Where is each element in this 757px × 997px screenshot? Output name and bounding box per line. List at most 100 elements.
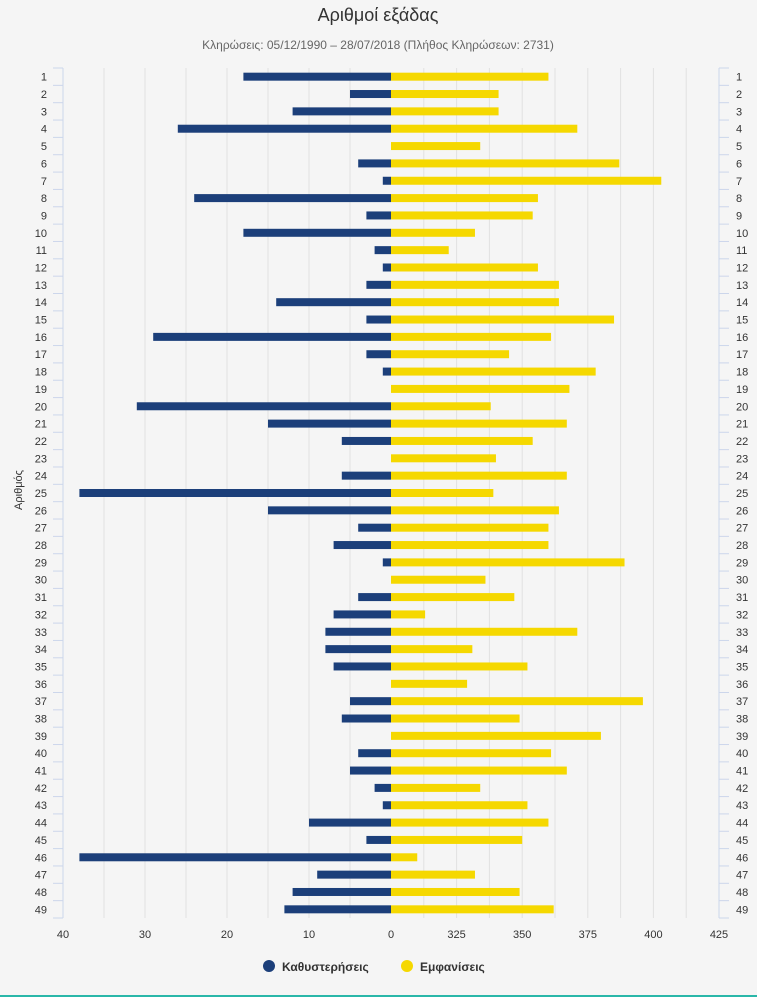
delay-bar[interactable] [79, 853, 392, 862]
delay-bar[interactable] [268, 419, 391, 428]
appearance-bar[interactable] [391, 298, 559, 307]
legend[interactable]: Καθυστερήσεις Εμφανίσεις [263, 960, 485, 974]
appearance-bar[interactable] [391, 280, 559, 289]
appearance-bar[interactable] [391, 454, 496, 463]
delay-bar[interactable] [136, 402, 391, 411]
appearance-bar[interactable] [391, 801, 528, 810]
appearance-bar[interactable] [391, 714, 520, 723]
delay-bar[interactable] [333, 541, 391, 550]
appearance-bar[interactable] [391, 783, 481, 792]
appearance-bar[interactable] [391, 419, 567, 428]
delay-bar[interactable] [382, 558, 391, 567]
delay-bar[interactable] [366, 280, 391, 289]
appearance-bar[interactable] [391, 627, 578, 636]
appearance-bar[interactable] [391, 72, 549, 81]
delay-bar[interactable] [358, 593, 391, 602]
delay-bar[interactable] [292, 887, 391, 896]
appearance-bar[interactable] [391, 662, 528, 671]
appearance-bar[interactable] [391, 645, 473, 654]
appearance-bar[interactable] [391, 489, 494, 497]
delay-bar[interactable] [292, 107, 391, 116]
appearance-bar[interactable] [391, 818, 549, 827]
delay-bar[interactable] [374, 783, 391, 792]
appearance-bar[interactable] [391, 835, 523, 844]
delay-bar[interactable] [374, 246, 391, 255]
legend-label-delays[interactable]: Καθυστερήσεις [282, 960, 369, 974]
delay-bar[interactable] [79, 489, 392, 497]
delay-bar[interactable] [382, 176, 391, 185]
delay-bar[interactable] [382, 801, 391, 810]
appearance-bar[interactable] [391, 731, 601, 740]
delay-bar[interactable] [366, 315, 391, 324]
delay-bar[interactable] [358, 523, 391, 532]
appearance-bar[interactable] [391, 107, 499, 116]
delay-bar[interactable] [333, 662, 391, 671]
appearance-bar[interactable] [391, 176, 662, 185]
appearance-bar[interactable] [391, 541, 549, 550]
legend-marker-appearances[interactable] [401, 960, 413, 972]
y-tick-label-right: 23 [736, 453, 748, 465]
delay-bar[interactable] [153, 332, 391, 341]
appearance-bar[interactable] [391, 853, 418, 862]
appearance-bar[interactable] [391, 697, 643, 706]
delay-bar[interactable] [382, 367, 391, 376]
appearance-bar[interactable] [391, 870, 475, 879]
delay-bar[interactable] [325, 645, 391, 654]
delay-bar[interactable] [243, 72, 391, 81]
delay-bar[interactable] [350, 90, 391, 99]
delay-bar[interactable] [341, 471, 391, 480]
delay-bar[interactable] [382, 263, 391, 272]
delay-bar[interactable] [350, 766, 391, 775]
y-tick-label-right: 7 [736, 176, 742, 188]
delay-bar[interactable] [341, 436, 391, 445]
appearance-bar[interactable] [391, 593, 515, 602]
appearance-bar[interactable] [391, 315, 615, 324]
delay-bar[interactable] [194, 194, 391, 203]
appearance-bar[interactable] [391, 749, 552, 758]
legend-label-appearances[interactable]: Εμφανίσεις [420, 960, 485, 974]
appearance-bar[interactable] [391, 523, 549, 532]
appearance-bar[interactable] [391, 471, 567, 480]
appearance-bar[interactable] [391, 402, 491, 411]
x-tick-label-left: 20 [221, 929, 233, 941]
appearance-bar[interactable] [391, 610, 426, 619]
appearance-bar[interactable] [391, 124, 578, 133]
delay-bar[interactable] [268, 506, 391, 515]
appearance-bar[interactable] [391, 142, 481, 151]
appearance-bar[interactable] [391, 263, 538, 272]
appearance-bar[interactable] [391, 367, 596, 376]
delay-bar[interactable] [317, 870, 391, 879]
appearance-bar[interactable] [391, 905, 554, 914]
delay-bar[interactable] [243, 228, 391, 237]
appearance-bar[interactable] [391, 90, 499, 99]
appearance-bar[interactable] [391, 384, 570, 393]
delay-bar[interactable] [366, 211, 391, 220]
delay-bar[interactable] [177, 124, 391, 133]
delay-bar[interactable] [276, 298, 391, 307]
delay-bar[interactable] [341, 714, 391, 723]
appearance-bar[interactable] [391, 436, 533, 445]
appearance-bar[interactable] [391, 558, 625, 567]
appearance-bar[interactable] [391, 228, 475, 237]
delay-bar[interactable] [358, 159, 391, 168]
appearance-bar[interactable] [391, 350, 510, 359]
appearance-bar[interactable] [391, 211, 533, 220]
delay-bar[interactable] [358, 749, 391, 758]
delay-bar[interactable] [309, 818, 391, 827]
delay-bar[interactable] [333, 610, 391, 619]
appearance-bar[interactable] [391, 887, 520, 896]
appearance-bar[interactable] [391, 194, 538, 203]
appearance-bar[interactable] [391, 246, 449, 255]
delay-bar[interactable] [366, 350, 391, 359]
legend-marker-delays[interactable] [263, 960, 275, 972]
delay-bar[interactable] [366, 835, 391, 844]
appearance-bar[interactable] [391, 332, 552, 341]
appearance-bar[interactable] [391, 766, 567, 775]
appearance-bar[interactable] [391, 679, 468, 688]
appearance-bar[interactable] [391, 159, 620, 168]
appearance-bar[interactable] [391, 506, 559, 515]
appearance-bar[interactable] [391, 575, 486, 584]
delay-bar[interactable] [284, 905, 391, 914]
delay-bar[interactable] [350, 697, 391, 706]
delay-bar[interactable] [325, 627, 391, 636]
